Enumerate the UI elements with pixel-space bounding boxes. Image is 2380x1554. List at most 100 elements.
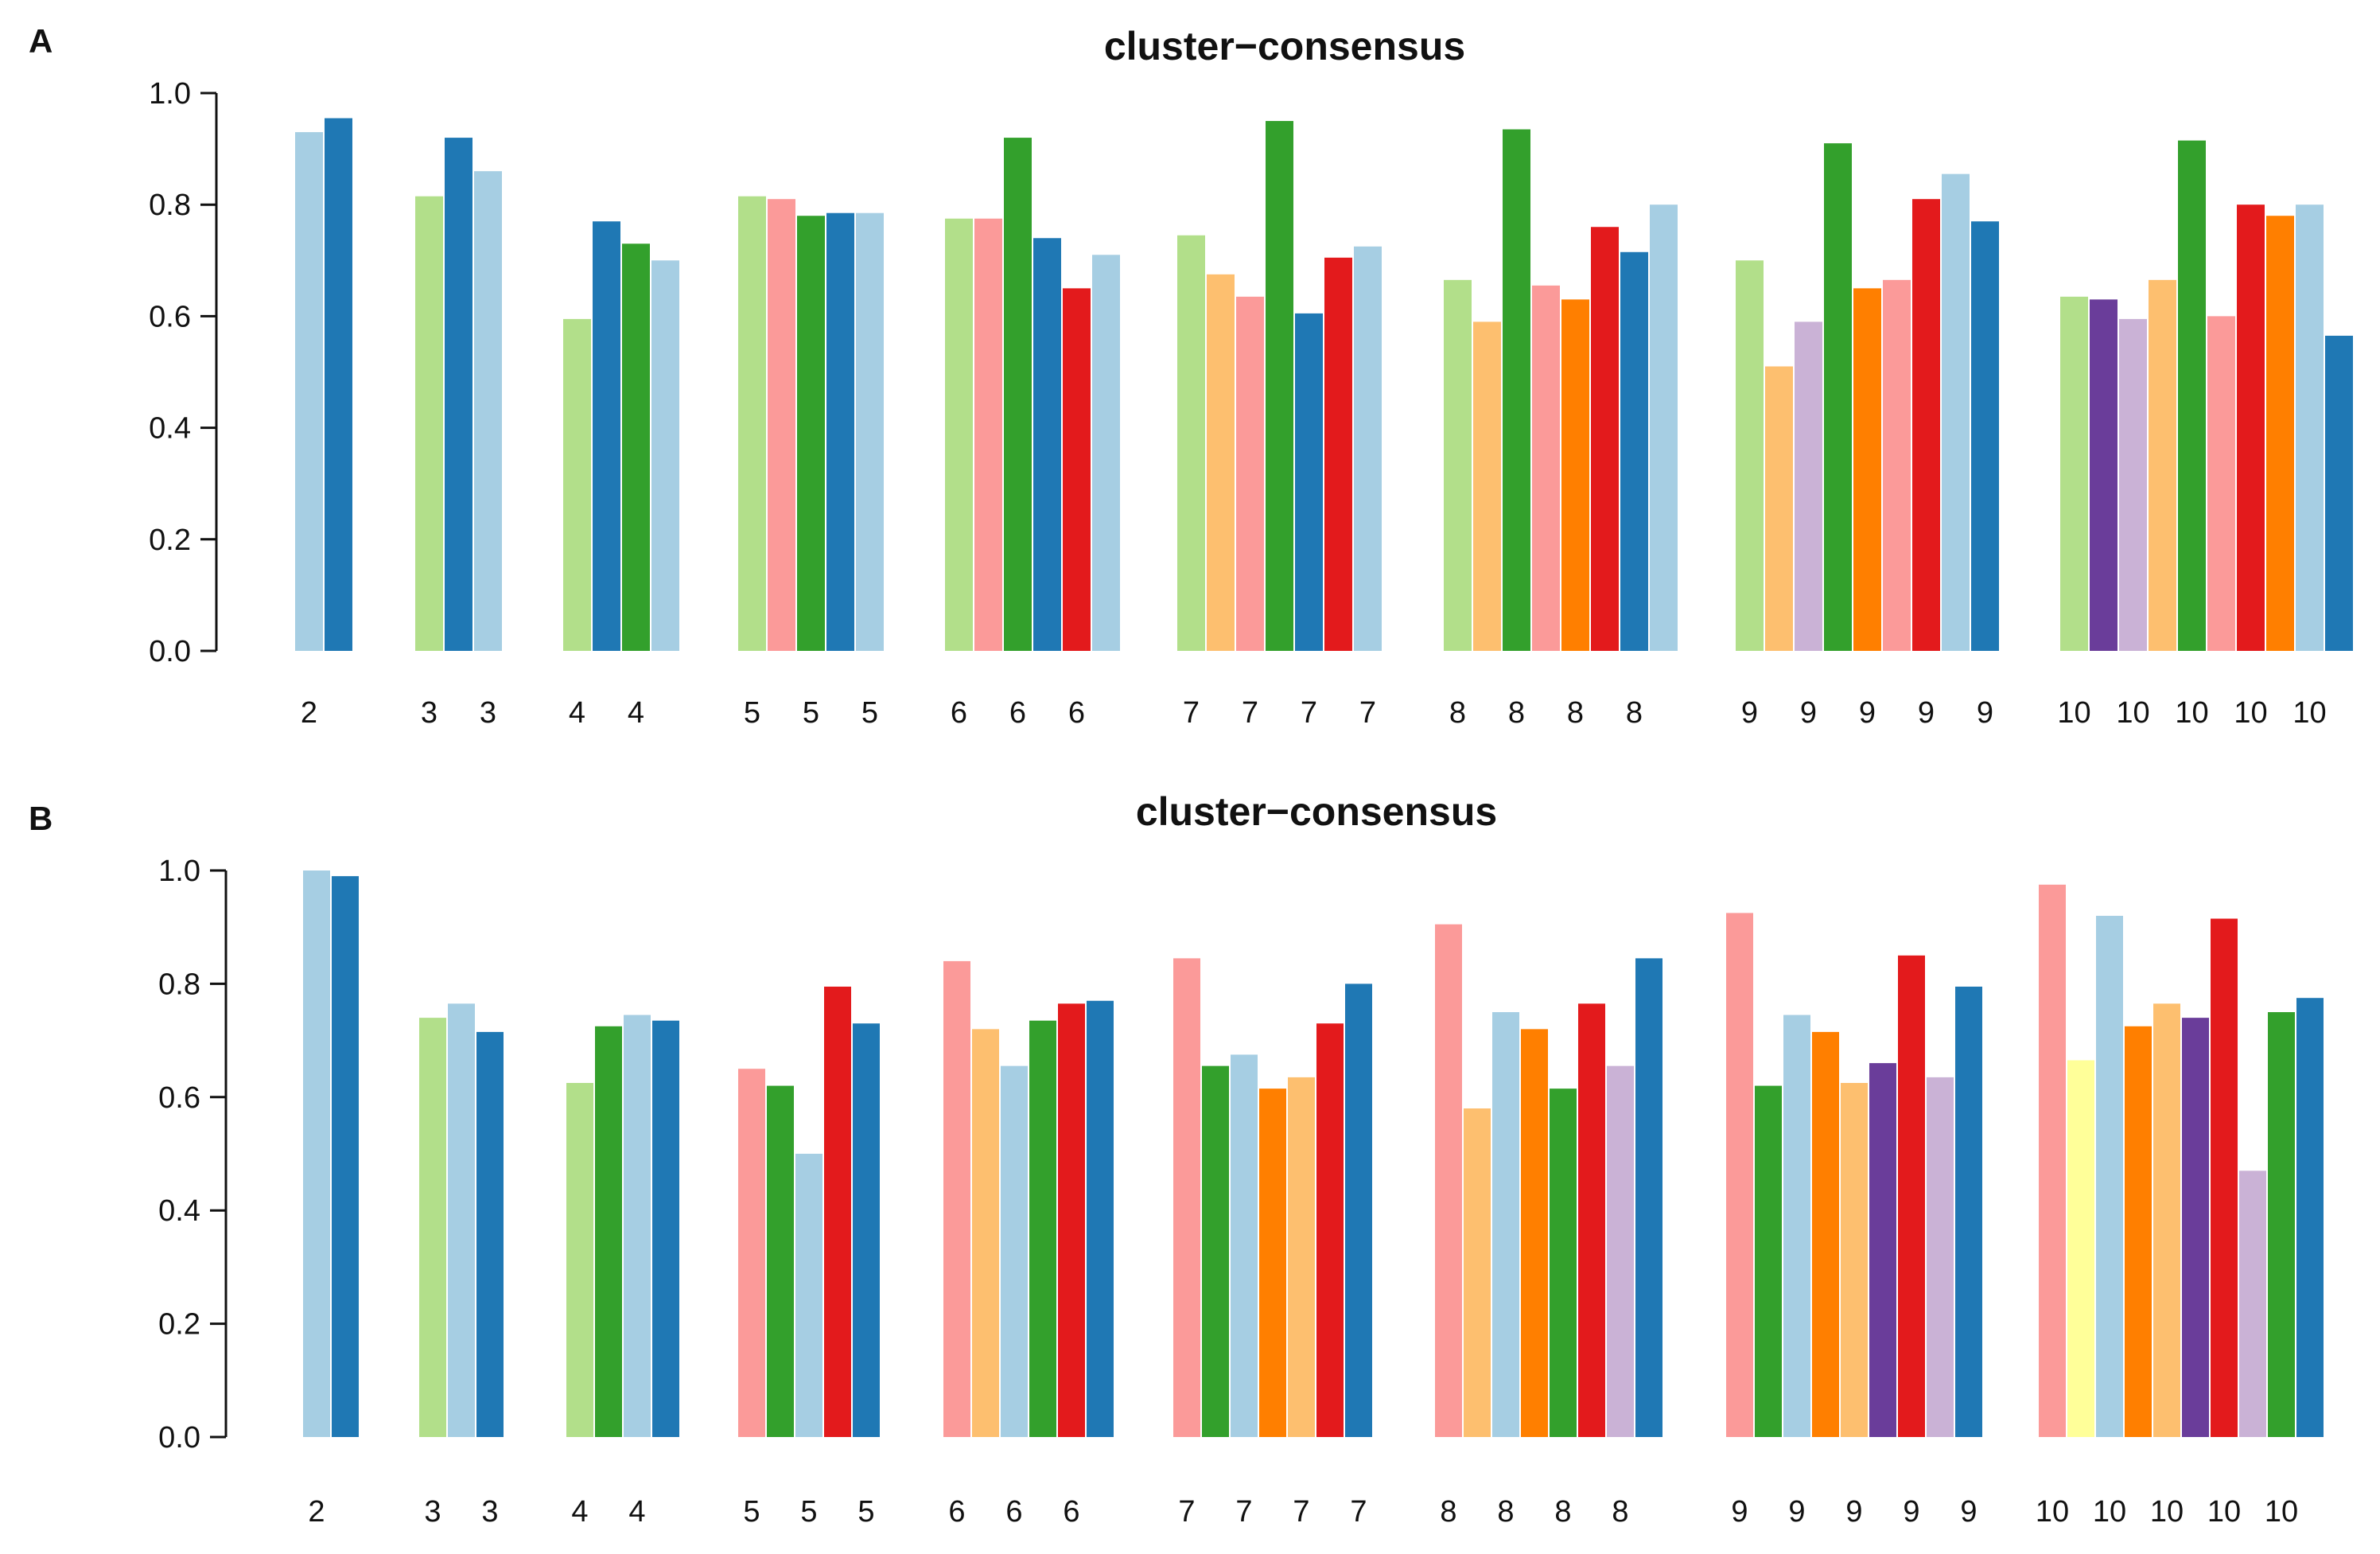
bar-k10-4	[2125, 1026, 2152, 1437]
bar-k8-5	[1561, 299, 1589, 651]
bar-k4-2	[595, 1026, 622, 1437]
category-label: 7	[1359, 696, 1376, 730]
y-tick-label: 0.8	[158, 968, 200, 1001]
category-label: 9	[1859, 696, 1876, 730]
bar-k5-1	[738, 196, 766, 651]
category-label: 3	[421, 696, 438, 730]
bar-k5-2	[767, 1085, 794, 1437]
category-label: 10	[2150, 1495, 2184, 1529]
bar-k8-5	[1550, 1089, 1577, 1437]
y-tick-label: 1.0	[158, 855, 200, 888]
bar-k5-4	[826, 212, 854, 652]
category-label: 10	[2207, 1495, 2241, 1529]
bar-k8-4	[1532, 285, 1560, 651]
bar-k5-4	[824, 986, 851, 1437]
bar-k5-1	[738, 1069, 765, 1437]
category-label: 9	[1845, 1495, 1862, 1529]
category-label: 4	[628, 1495, 645, 1529]
bar-k3-2	[448, 1003, 475, 1437]
bar-k9-2	[1755, 1085, 1782, 1437]
bar-k10-1	[2039, 884, 2066, 1437]
bar-k8-3	[1503, 129, 1530, 651]
panel-letter-a: A	[29, 22, 53, 60]
bar-k7-2	[1207, 274, 1235, 651]
y-tick-label: 0.0	[158, 1421, 200, 1455]
bar-k9-7	[1898, 955, 1925, 1437]
bar-k10-6	[2182, 1018, 2209, 1437]
bar-k10-4	[2149, 279, 2176, 651]
category-label: 9	[1800, 696, 1817, 730]
bar-k7-5	[1288, 1077, 1315, 1437]
bar-k8-1	[1435, 924, 1462, 1437]
category-label: 6	[1068, 696, 1085, 730]
bar-k6-3	[1001, 1065, 1028, 1437]
bar-k3-2	[445, 138, 472, 651]
bar-k9-1	[1726, 913, 1753, 1437]
chart-title: cluster−consensus	[1136, 789, 1497, 834]
bar-k7-2	[1202, 1065, 1229, 1437]
bar-k6-3	[1004, 138, 1032, 651]
category-label: 4	[628, 696, 644, 730]
bar-k4-2	[593, 221, 620, 652]
bar-k9-1	[1736, 260, 1764, 651]
chart-title: cluster−consensus	[1104, 24, 1465, 68]
bar-k6-4	[1029, 1020, 1056, 1437]
category-label: 9	[1788, 1495, 1805, 1529]
bar-k5-2	[768, 199, 795, 651]
category-label: 7	[1293, 1495, 1309, 1529]
bar-k3-3	[476, 1031, 504, 1437]
category-label: 9	[1903, 1495, 1919, 1529]
bar-k7-3	[1236, 296, 1264, 651]
category-label: 6	[1009, 696, 1026, 730]
bar-k10-9	[2268, 1012, 2295, 1437]
bar-k5-3	[797, 216, 825, 652]
category-label: 7	[1235, 1495, 1252, 1529]
category-label: 9	[1977, 696, 1993, 730]
category-label: 5	[803, 696, 819, 730]
y-tick-label: 0.0	[149, 635, 191, 668]
category-label: 10	[2265, 1495, 2298, 1529]
bar-k7-5	[1295, 313, 1323, 651]
bar-k2-2	[325, 118, 352, 652]
category-label: 5	[743, 1495, 760, 1529]
category-label: 7	[1301, 696, 1317, 730]
category-label: 9	[1918, 696, 1935, 730]
category-label: 8	[1508, 696, 1525, 730]
category-label: 10	[2116, 696, 2149, 730]
bar-k7-4	[1266, 121, 1293, 652]
category-label: 4	[571, 1495, 588, 1529]
bar-k2-1	[303, 870, 330, 1437]
y-tick-label: 0.2	[158, 1308, 200, 1342]
bar-k9-8	[1927, 1077, 1954, 1437]
bar-k6-4	[1033, 238, 1061, 651]
bar-k9-8	[1942, 173, 1970, 651]
bar-k5-3	[795, 1154, 822, 1437]
y-tick-label: 0.4	[149, 412, 191, 446]
bar-k7-7	[1354, 246, 1382, 651]
bar-k6-1	[945, 218, 973, 652]
category-label: 5	[800, 1495, 817, 1529]
bar-k9-6	[1869, 1063, 1896, 1437]
bar-k10-2	[2067, 1060, 2094, 1437]
category-label: 8	[1554, 1495, 1571, 1529]
bar-k8-8	[1650, 204, 1678, 651]
bar-k7-7	[1345, 983, 1372, 1437]
chart-b: cluster−consensus 0.0 0.2 0.4 0.6 0.8 1.0 2 3 3 4 4…	[158, 789, 2324, 1529]
bar-k6-1	[943, 960, 970, 1437]
bar-k8-7	[1607, 1065, 1634, 1437]
bar-k4-4	[652, 1020, 679, 1437]
bar-k10-3	[2096, 915, 2123, 1437]
category-label: 6	[1063, 1495, 1079, 1529]
category-label: 6	[948, 1495, 965, 1529]
category-label: 7	[1350, 1495, 1367, 1529]
bar-k4-4	[651, 260, 679, 651]
bar-k6-6	[1092, 255, 1120, 651]
bar-k6-5	[1058, 1003, 1085, 1437]
bar-k2-2	[332, 876, 359, 1437]
bar-k9-4	[1824, 143, 1852, 652]
bar-k5-5	[853, 1023, 880, 1437]
category-label: 10	[2292, 696, 2326, 730]
y-tick-label: 0.8	[149, 189, 191, 222]
category-label: 7	[1183, 696, 1200, 730]
bar-k10-2	[2090, 299, 2118, 651]
